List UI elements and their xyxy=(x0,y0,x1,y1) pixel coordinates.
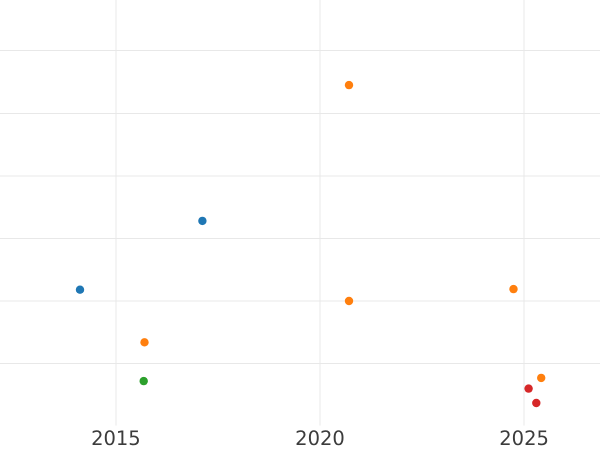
series-red-point xyxy=(524,384,533,393)
x-axis-tick-labels: 2015 2020 2025 xyxy=(91,427,549,450)
series-green-point xyxy=(139,376,148,386)
x-tick-label: 2020 xyxy=(295,427,345,450)
series-orange-point xyxy=(509,284,518,294)
series-blue-point xyxy=(75,285,85,294)
series-orange-point xyxy=(344,80,354,90)
gridlines xyxy=(0,0,600,426)
data-points xyxy=(75,80,546,408)
series-orange-point xyxy=(140,338,149,347)
series-blue-point xyxy=(198,216,207,226)
series-orange-point xyxy=(344,296,354,306)
series-orange-point xyxy=(537,373,546,383)
x-tick-label: 2025 xyxy=(499,427,549,450)
series-red-point xyxy=(532,398,541,408)
x-tick-label: 2015 xyxy=(91,427,141,450)
